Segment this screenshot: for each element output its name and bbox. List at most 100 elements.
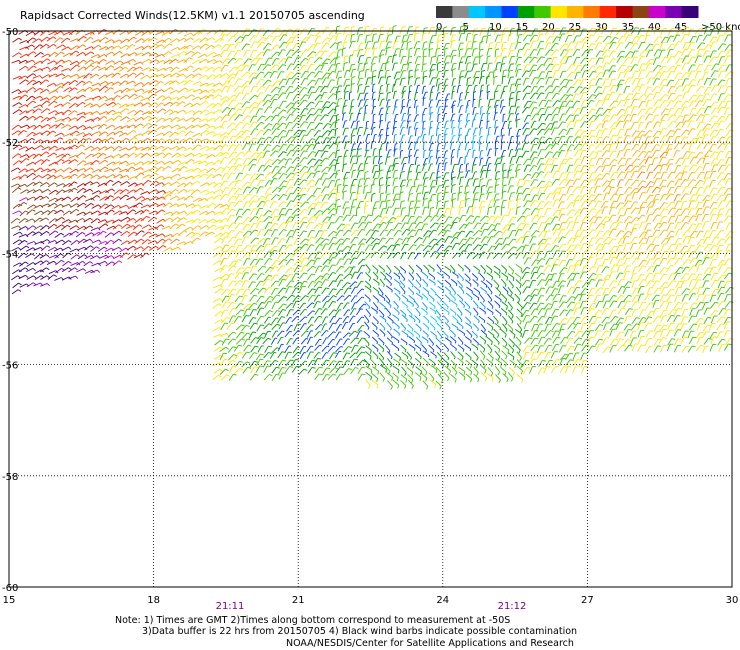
wind-barb [507, 142, 511, 150]
wind-barb-feather [96, 160, 100, 163]
wind-barb [120, 38, 127, 44]
wind-barb [616, 56, 622, 63]
wind-barb [205, 44, 212, 51]
wind-barb-feather [320, 50, 324, 53]
wind-barb [508, 177, 512, 186]
wind-barb [364, 105, 367, 114]
wind-barb [680, 34, 686, 42]
wind-barb [156, 108, 164, 114]
wind-barb-feather [495, 140, 499, 143]
wind-barb [385, 41, 389, 50]
wind-barb [413, 179, 416, 188]
wind-barb [601, 180, 608, 187]
wind-barb [271, 51, 278, 58]
wind-barb [278, 58, 285, 65]
wind-barb-feather [629, 51, 634, 54]
wind-barb-feather [332, 70, 336, 73]
wind-barb-feather [97, 204, 102, 208]
wind-barb [69, 168, 77, 174]
wind-barb-feather [33, 65, 37, 69]
wind-barb-feather [105, 37, 109, 40]
wind-barb-feather [527, 85, 532, 88]
wind-barb [545, 193, 551, 200]
wind-barb [637, 186, 643, 193]
wind-barb-feather [547, 185, 552, 187]
wind-barb-feather [663, 78, 668, 81]
wind-barb [565, 56, 569, 64]
wind-barb-feather [352, 68, 357, 71]
wind-barb [312, 187, 318, 195]
wind-barb [248, 164, 254, 172]
wind-barb-feather [380, 54, 385, 56]
wind-barb-feather [479, 98, 482, 101]
wind-barb-feather [728, 187, 732, 190]
wind-barb-feather [161, 160, 165, 165]
wind-barb-feather [118, 102, 122, 106]
wind-barb [536, 92, 542, 100]
wind-barb-feather [132, 80, 136, 84]
wind-barb [558, 187, 563, 195]
wind-barb [305, 114, 311, 121]
wind-barb [68, 173, 75, 180]
wind-barb-feather [691, 70, 696, 72]
wind-barb-feather [133, 130, 137, 133]
wind-barb-feather [32, 31, 36, 35]
wind-barb-feather [238, 144, 243, 146]
wind-barb [616, 79, 622, 87]
wind-barb [184, 175, 192, 180]
wind-barb-feather [55, 161, 59, 165]
wind-barb [429, 121, 432, 130]
wind-barb [63, 138, 71, 144]
wind-barb [428, 99, 432, 108]
wind-barb [183, 57, 190, 63]
wind-barb [92, 124, 100, 129]
wind-barb [200, 145, 208, 151]
wind-barb [249, 173, 256, 180]
wind-barb-feather [701, 107, 705, 110]
wind-barb [422, 192, 426, 200]
wind-barb-feather [319, 57, 323, 60]
wind-barb [523, 64, 528, 72]
wind-barb [212, 44, 219, 50]
wind-barb [365, 121, 368, 130]
wind-barb [140, 74, 148, 80]
wind-barb [544, 100, 549, 108]
wind-barb-feather [118, 146, 123, 149]
wind-barb-feather [205, 37, 209, 41]
wind-barb [48, 89, 56, 95]
wind-barb-feather [621, 171, 626, 174]
wind-barb [155, 102, 162, 109]
wind-barb-feather [39, 189, 43, 193]
wind-barb [694, 71, 699, 79]
wind-barb [321, 178, 326, 186]
wind-barb [220, 85, 226, 93]
wind-barb-feather [379, 162, 384, 165]
wind-barb-feather [247, 181, 251, 184]
wind-barb [141, 130, 149, 136]
wind-barb [465, 164, 468, 172]
wind-barb [521, 70, 527, 78]
wind-barb [25, 109, 33, 114]
wind-barb-feather [564, 78, 569, 81]
wind-barb [624, 93, 630, 101]
wind-barb [306, 185, 312, 193]
wind-barb-feather [59, 37, 64, 40]
wind-barb [262, 94, 268, 102]
wind-barb [68, 103, 76, 109]
wind-barb [127, 146, 136, 151]
wind-barb [696, 157, 702, 165]
wind-barb-feather [259, 108, 263, 110]
wind-barb-feather [338, 141, 342, 143]
wind-barb [149, 172, 156, 179]
wind-barb [25, 147, 33, 152]
wind-barb [457, 172, 461, 180]
wind-barb [134, 172, 142, 179]
wind-barb [629, 114, 634, 122]
wind-barb-feather [140, 102, 144, 106]
wind-barb [608, 143, 612, 151]
wind-barb [162, 152, 169, 159]
wind-barb-feather [111, 146, 115, 150]
wind-barb [399, 49, 401, 58]
wind-barb [392, 121, 396, 130]
wind-barb [271, 123, 277, 130]
